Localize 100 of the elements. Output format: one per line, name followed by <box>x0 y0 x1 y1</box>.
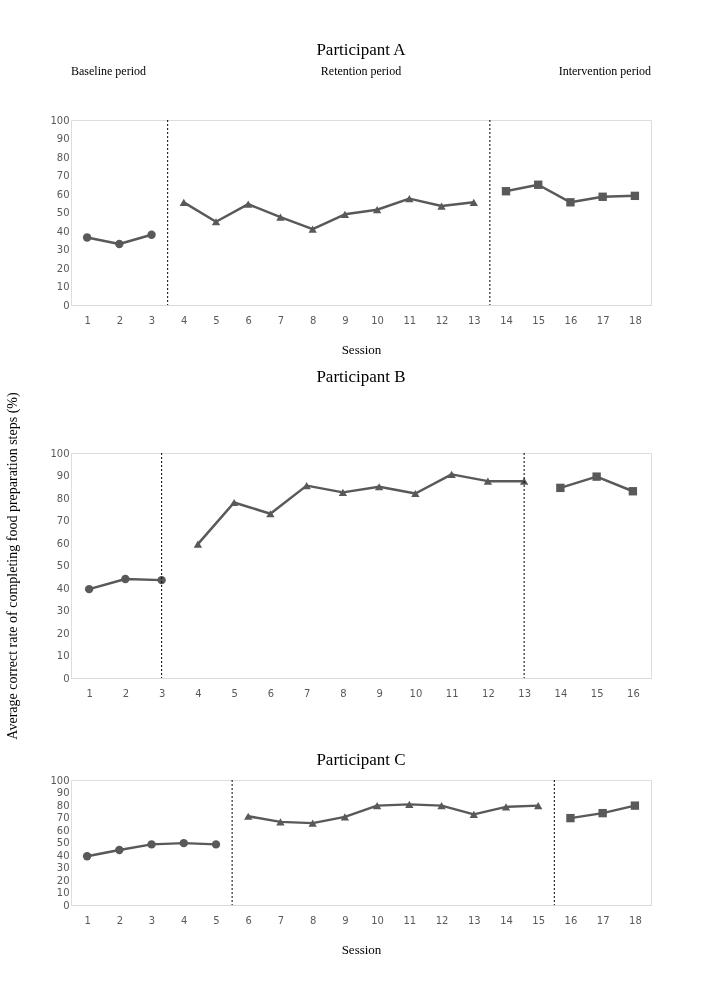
point <box>115 845 124 855</box>
point <box>534 802 543 810</box>
x-tick-label: 2 <box>122 687 130 699</box>
y-tick-label: 30 <box>56 862 70 873</box>
text: Intervention period <box>558 64 651 78</box>
point <box>266 510 275 518</box>
x-tick-label: 18 <box>629 314 642 326</box>
x-axis-title: Session <box>341 941 382 957</box>
point <box>566 813 575 823</box>
point <box>437 202 446 210</box>
y-tick-label: 40 <box>56 849 70 861</box>
x-tick-label: 1 <box>86 687 93 699</box>
y-tick-label: 80 <box>56 151 70 163</box>
x-tick-label: 14 <box>554 687 568 699</box>
point <box>229 498 239 507</box>
x-tick-label: 7 <box>303 687 311 699</box>
y-tick-label: 20 <box>56 262 70 274</box>
y-tick-label: 40 <box>56 225 70 237</box>
point <box>147 230 156 239</box>
point <box>501 187 511 196</box>
x-tick-label: 14 <box>500 314 513 326</box>
x-tick-label: 6 <box>267 687 275 699</box>
y-tick-label: 20 <box>56 874 70 886</box>
x-tick-label: 6 <box>245 914 252 926</box>
y-tick-label: 60 <box>56 824 70 836</box>
x-tick-label: 10 <box>371 914 384 926</box>
point <box>82 852 92 861</box>
x-tick-label: 17 <box>596 314 610 326</box>
y-tick-label: 90 <box>56 133 70 144</box>
point <box>338 488 348 496</box>
x-tick-label: 8 <box>309 314 317 326</box>
x-tick-label: 14 <box>500 914 513 926</box>
point <box>411 489 420 498</box>
y-tick-label: 50 <box>56 837 70 848</box>
x-tick-label: 4 <box>181 314 188 326</box>
y-tick-label: 0 <box>63 899 70 911</box>
y-tick-label: 90 <box>56 470 70 481</box>
point <box>630 191 640 201</box>
x-tick-label: 10 <box>371 314 384 326</box>
y-tick-label: 100 <box>50 114 70 126</box>
x-axis-title: Session <box>341 341 382 357</box>
x-tick-label: 1 <box>84 314 91 326</box>
point <box>469 810 478 818</box>
x-tick-label: 16 <box>627 687 640 699</box>
x-tick-label: 8 <box>309 914 317 926</box>
x-tick-label: 11 <box>403 314 417 326</box>
x-tick-label: 15 <box>532 914 546 926</box>
x-tick-label: 18 <box>629 914 642 926</box>
point <box>566 198 575 207</box>
y-tick-label: 90 <box>56 787 70 798</box>
x-tick-label: 11 <box>445 687 459 699</box>
point <box>147 840 156 849</box>
x-tick-label: 5 <box>213 914 220 926</box>
x-tick-label: 7 <box>277 914 285 926</box>
x-tick-label: 15 <box>590 687 604 699</box>
point <box>244 200 253 208</box>
point <box>437 802 446 810</box>
y-tick-label: 80 <box>56 492 70 504</box>
y-tick-label: 100 <box>50 774 70 786</box>
x-tick-label: 12 <box>435 314 449 326</box>
x-tick-label: 10 <box>409 687 423 699</box>
chart-title: Participant A <box>316 40 407 59</box>
y-tick-label: 10 <box>56 281 70 292</box>
y-tick-label: 10 <box>56 650 70 661</box>
point <box>82 233 92 242</box>
y-tick-label: 60 <box>56 537 70 549</box>
point <box>84 584 94 594</box>
point <box>121 574 130 584</box>
point <box>630 801 640 810</box>
x-tick-label: 17 <box>596 914 610 926</box>
x-tick-label: 13 <box>518 687 531 699</box>
chart-title: Participant C <box>316 750 406 769</box>
x-tick-label: 3 <box>148 914 156 926</box>
x-tick-label: 11 <box>403 914 417 926</box>
y-tick-label: 20 <box>56 627 70 639</box>
point <box>374 483 384 491</box>
x-tick-label: 6 <box>245 314 252 326</box>
point <box>372 802 382 810</box>
point <box>115 239 124 249</box>
x-tick-label: 3 <box>148 314 156 326</box>
y-tick-label: 100 <box>50 447 70 459</box>
y-tick-label: 30 <box>56 605 70 616</box>
point <box>157 575 166 585</box>
y-axis-title: Average correct rate of completing food preparation steps (%) <box>5 392 22 740</box>
y-tick-label: 70 <box>56 812 70 823</box>
x-tick-label: 16 <box>564 914 578 926</box>
y-tick-label: 70 <box>56 170 70 181</box>
x-tick-label: 4 <box>181 914 188 926</box>
point <box>598 192 607 201</box>
x-tick-label: 12 <box>435 914 449 926</box>
point <box>276 213 285 221</box>
point <box>628 487 638 496</box>
chart-title: Participant B <box>316 366 406 386</box>
point <box>592 472 601 481</box>
x-tick-label: 16 <box>564 314 578 326</box>
y-tick-label: 50 <box>56 207 70 218</box>
point <box>211 218 221 226</box>
point <box>308 819 317 827</box>
x-tick-label: 12 <box>482 687 495 699</box>
y-tick-label: 10 <box>56 887 70 898</box>
